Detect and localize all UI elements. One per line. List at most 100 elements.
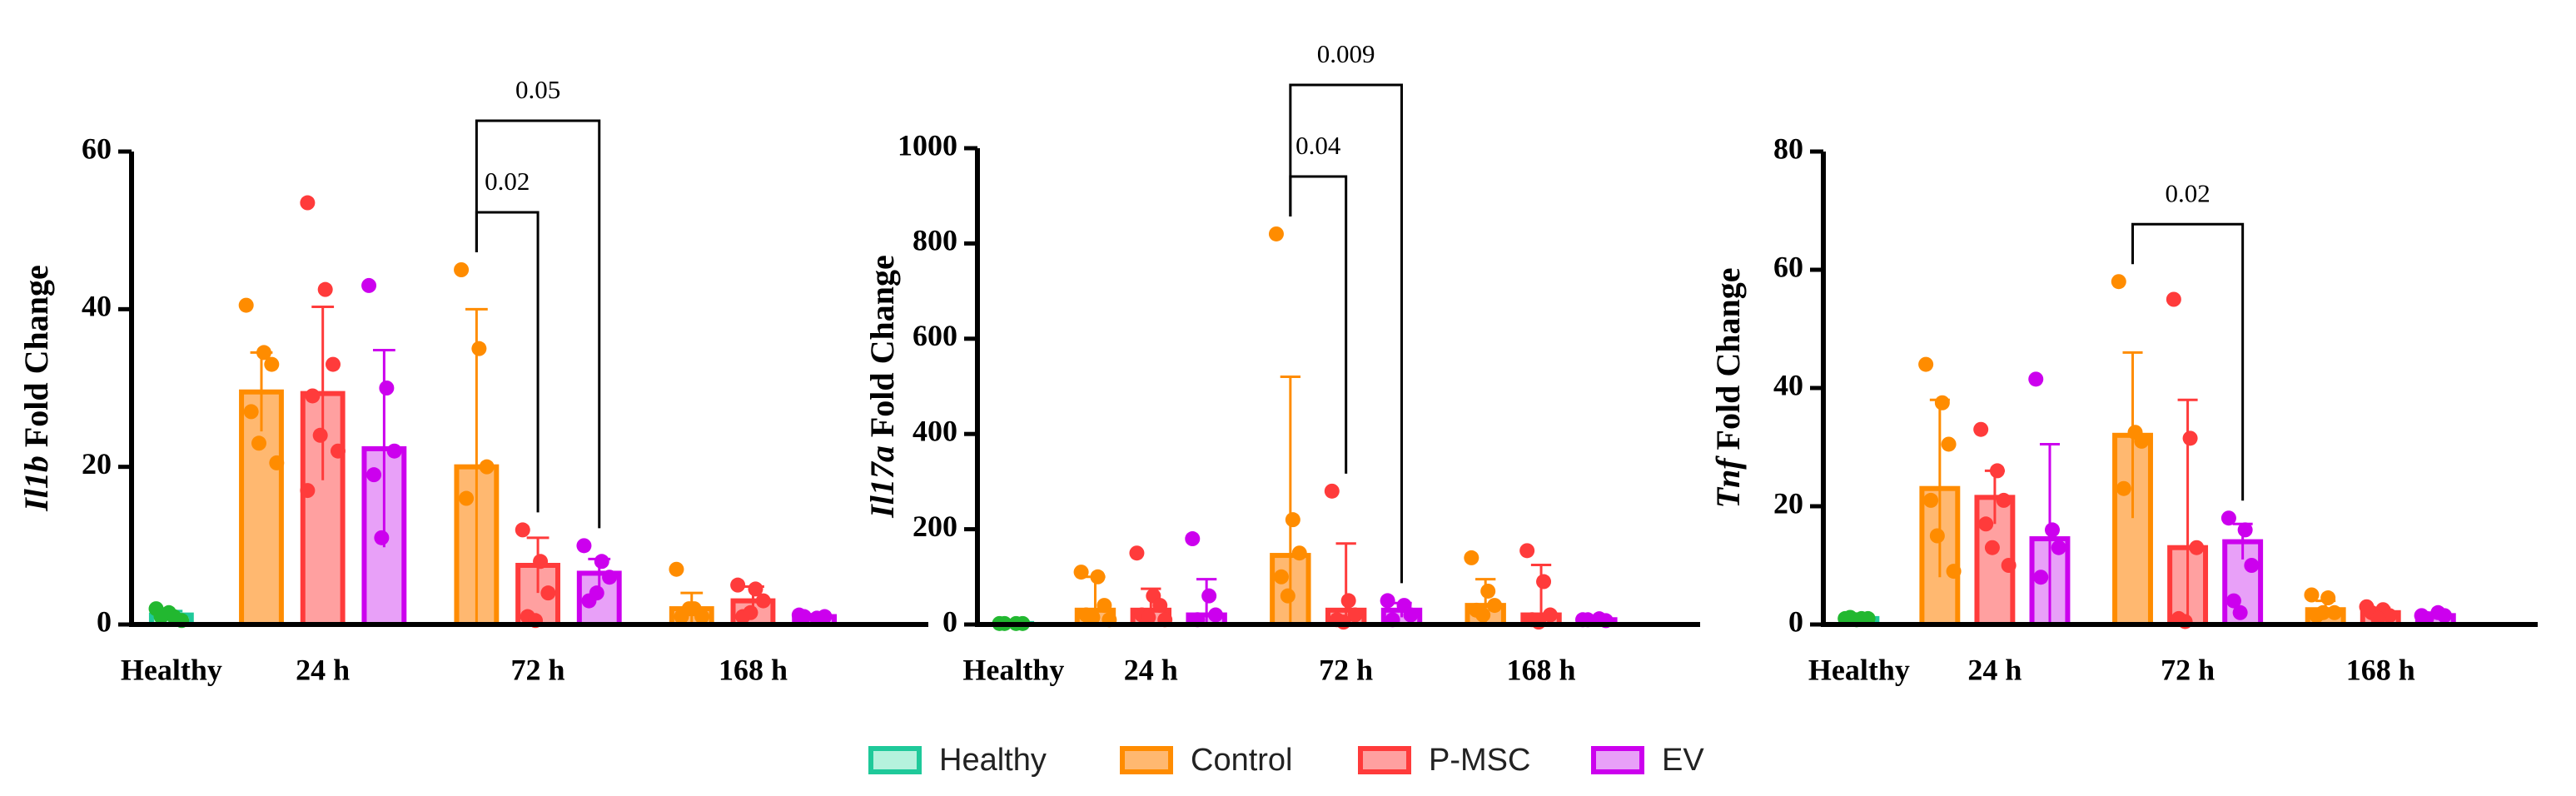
y-tick-label: 1000 xyxy=(898,128,957,162)
data-point xyxy=(2225,593,2241,609)
x-tick-label: Healthy xyxy=(121,653,222,686)
data-point xyxy=(1268,226,1284,241)
data-point xyxy=(2189,540,2205,555)
data-point xyxy=(2315,604,2331,620)
x-tick-label: Healthy xyxy=(1808,653,1910,686)
data-point xyxy=(2381,608,2397,624)
data-point xyxy=(1129,545,1145,561)
data-point xyxy=(1973,421,1989,437)
data-point xyxy=(2182,430,2198,446)
y-label-gene: Tnf xyxy=(1709,455,1747,509)
significance-bracket xyxy=(1289,175,1348,474)
data-point xyxy=(1941,436,1957,452)
y-label-text: Fold Change xyxy=(1709,268,1747,459)
data-point xyxy=(681,601,697,617)
y-tick-label: 60 xyxy=(1773,250,1803,283)
data-point xyxy=(1918,356,1934,372)
data-point xyxy=(1946,564,1962,580)
data-point xyxy=(361,277,377,293)
data-point xyxy=(1996,492,2012,508)
data-point xyxy=(730,577,746,593)
data-point xyxy=(312,427,328,443)
y-label-text: Fold Change xyxy=(863,255,901,445)
data-point xyxy=(576,538,592,554)
significance-label: 0.009 xyxy=(1317,39,1375,68)
data-point xyxy=(2220,510,2236,526)
data-point xyxy=(1347,607,1363,623)
data-point xyxy=(755,593,771,609)
data-point xyxy=(1201,588,1217,604)
data-point xyxy=(454,262,470,277)
data-point xyxy=(1480,583,1496,599)
data-point xyxy=(2028,371,2044,387)
data-point xyxy=(594,554,609,570)
panel: 0 20 40 60 Il1b Fold Change Healthy 24 h 72 h 16… xyxy=(17,75,928,686)
y-label-gene: Il1b xyxy=(17,455,55,512)
data-point xyxy=(2232,604,2248,620)
data-point xyxy=(2237,522,2253,538)
data-point xyxy=(2326,604,2342,620)
data-point xyxy=(1324,483,1340,499)
y-tick-label: 60 xyxy=(82,132,112,165)
data-point xyxy=(325,356,341,372)
y-tick-label: 80 xyxy=(1773,132,1803,165)
legend-swatch xyxy=(1591,746,1644,774)
data-point xyxy=(2437,608,2453,624)
data-point xyxy=(269,455,285,470)
data-point xyxy=(589,585,604,601)
significance-bracket xyxy=(2131,222,2245,501)
data-point xyxy=(1208,607,1224,623)
data-point xyxy=(1090,569,1106,585)
data-point xyxy=(2051,540,2066,555)
data-point xyxy=(1519,543,1535,559)
data-point xyxy=(471,341,487,356)
data-point xyxy=(459,490,475,506)
data-point xyxy=(1475,607,1491,623)
data-point xyxy=(2166,291,2181,307)
x-tick-label: 72 h xyxy=(511,653,565,686)
data-point xyxy=(1542,607,1558,623)
data-point xyxy=(251,435,266,451)
legend-swatch xyxy=(1358,746,1411,774)
legend-label: P-MSC xyxy=(1429,743,1530,778)
data-point xyxy=(317,281,333,297)
x-tick-label: 72 h xyxy=(2161,653,2215,686)
data-point xyxy=(533,554,549,570)
y-tick-label: 600 xyxy=(913,319,957,352)
data-point xyxy=(379,381,395,396)
significance-bracket xyxy=(1289,83,1404,584)
y-tick-label: 0 xyxy=(1788,604,1803,638)
y-label-text: Fold Change xyxy=(17,265,55,455)
y-tick-label: 40 xyxy=(1773,368,1803,401)
data-point xyxy=(1280,588,1295,604)
data-point xyxy=(2111,274,2126,290)
data-point xyxy=(540,585,556,601)
y-tick-label: 20 xyxy=(1773,486,1803,520)
data-point xyxy=(1285,512,1300,528)
data-point xyxy=(1403,607,1419,623)
data-point xyxy=(817,609,833,624)
data-point xyxy=(1085,609,1101,625)
data-point xyxy=(1929,528,1945,544)
y-tick-label: 0 xyxy=(97,604,112,638)
data-point xyxy=(669,561,684,577)
x-tick-label: 72 h xyxy=(1319,653,1373,686)
data-point xyxy=(748,581,763,597)
data-point xyxy=(1978,516,1994,532)
y-tick-label: 200 xyxy=(913,510,957,543)
data-point xyxy=(386,443,402,459)
y-tick-label: 400 xyxy=(913,414,957,447)
y-tick-label: 40 xyxy=(82,290,112,323)
data-point xyxy=(1273,569,1289,585)
data-point xyxy=(479,459,495,475)
data-point xyxy=(2116,480,2131,496)
data-point xyxy=(1185,531,1201,547)
data-point xyxy=(1152,598,1168,614)
x-tick-label: 168 h xyxy=(1507,653,1576,686)
data-point xyxy=(305,388,321,404)
significance-label: 0.02 xyxy=(2165,178,2210,207)
x-tick-label: 24 h xyxy=(296,653,350,686)
data-point xyxy=(2320,590,2336,606)
y-tick-label: 0 xyxy=(942,604,957,638)
data-point xyxy=(1097,598,1112,614)
